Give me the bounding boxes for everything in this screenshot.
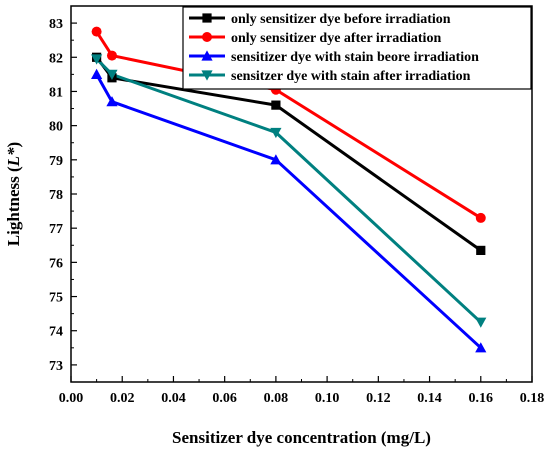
data-point	[270, 127, 282, 139]
y-axis-title: Lightness (L*)	[4, 142, 23, 246]
x-tick-label: 0.14	[417, 391, 442, 406]
y-axis-title-end: )	[4, 142, 23, 148]
data-point	[475, 212, 486, 223]
legend-box	[182, 6, 532, 90]
y-axis-title-symbol: L*	[4, 147, 23, 167]
y-tick-label: 80	[49, 120, 63, 135]
data-point	[476, 245, 486, 255]
series-line-3	[95, 73, 482, 349]
y-tick-label: 73	[49, 359, 63, 374]
y-tick-label: 76	[49, 256, 63, 271]
legend-swatch-marker	[201, 70, 213, 81]
legend-swatch-marker	[202, 13, 212, 23]
y-tick-label: 83	[49, 17, 63, 32]
y-tick-label: 82	[49, 51, 63, 66]
tick-labels: 0.00 0.02 0.04 0.06 0.08 0.10 0.12 0.14 0.16 0.18…	[49, 17, 544, 406]
data-point	[91, 54, 103, 65]
plot-frame	[70, 5, 533, 383]
legend-label: sensitizer dye with stain beore irradiat…	[231, 50, 479, 65]
data-point	[475, 317, 487, 328]
x-tick-label: 0.16	[469, 391, 494, 406]
legend-label: only sensitizer dye before irradiation	[231, 12, 451, 27]
y-tick-label: 81	[49, 85, 63, 100]
data-point	[106, 69, 118, 80]
data-point	[475, 342, 487, 353]
x-tick-label: 0.08	[264, 391, 289, 406]
data-point	[271, 100, 281, 110]
y-tick-label: 78	[49, 188, 63, 203]
legend-label: only sensitizer dye after irradiation	[231, 31, 441, 46]
data-point	[91, 68, 103, 79]
x-tick-label: 0.04	[161, 391, 186, 406]
legend-swatch-marker	[202, 32, 212, 42]
legend: only sensitizer dye before irradiation on…	[182, 6, 532, 90]
legend-swatch-marker	[201, 50, 213, 61]
data-point	[106, 50, 117, 61]
x-tick-label: 0.18	[520, 391, 545, 406]
series-lines	[95, 30, 482, 349]
x-tick-label: 0.06	[212, 391, 237, 406]
legend-label: sensitzer dye with stain after irradiati…	[231, 69, 471, 84]
y-tick-label: 74	[49, 325, 63, 340]
x-tick-label: 0.10	[315, 391, 340, 406]
x-tick-label: 0.12	[366, 391, 391, 406]
data-point	[91, 26, 102, 37]
y-tick-label: 79	[49, 154, 63, 169]
data-point	[270, 154, 282, 165]
y-axis-title-main: Lightness (	[4, 166, 23, 246]
y-tick-label: 75	[49, 291, 63, 306]
x-tick-label: 0.00	[59, 391, 84, 406]
x-axis-title: Sensitizer dye concentration (mg/L)	[172, 428, 431, 447]
y-tick-label: 77	[49, 222, 63, 237]
series-line-4	[95, 57, 482, 324]
data-point	[106, 96, 118, 107]
x-tick-label: 0.02	[110, 391, 135, 406]
